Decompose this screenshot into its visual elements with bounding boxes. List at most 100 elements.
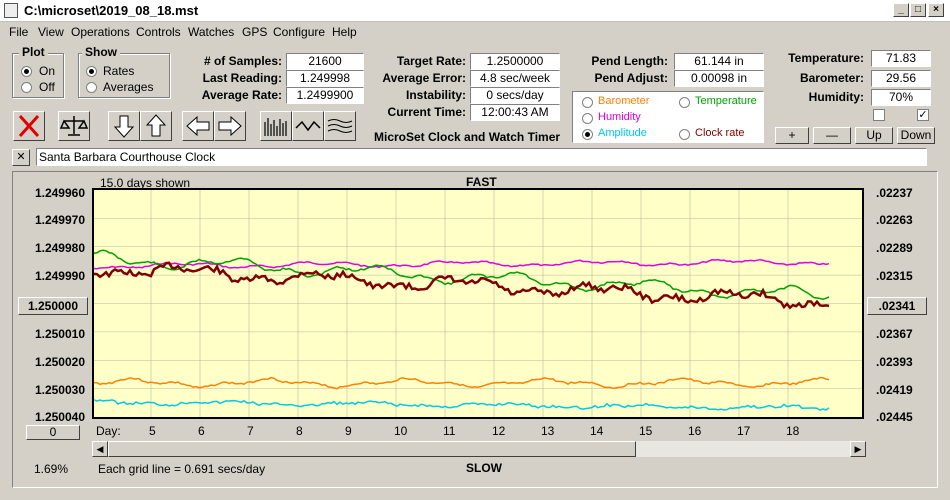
show-rates-label: Rates	[103, 64, 135, 78]
arrow-up-button[interactable]	[140, 111, 172, 141]
humidity-legend-label: Humidity	[598, 111, 641, 123]
menu-watches[interactable]: Watches	[188, 25, 235, 39]
show-rates-radio[interactable]	[86, 66, 97, 77]
average-error-field: 4.8 sec/week	[470, 70, 560, 87]
day-tick-label: 12	[492, 424, 506, 438]
y-right-label: .02367	[876, 327, 913, 341]
last-reading-field: 1.249998	[286, 70, 364, 87]
show-group	[78, 53, 170, 98]
bars-view-button[interactable]	[260, 111, 292, 141]
day-tick-label: 6	[198, 424, 205, 438]
humidity-label: Humidity:	[808, 90, 864, 104]
clear-description-button[interactable]: ✕	[12, 149, 30, 166]
temperature-radio[interactable]	[679, 97, 690, 108]
minus-button[interactable]: —	[813, 127, 851, 144]
clock-description-input[interactable]	[36, 148, 927, 166]
day-tick-label: 5	[149, 424, 156, 438]
instability-label: Instability:	[405, 88, 466, 102]
pend-adjust-label: Pend Adjust:	[594, 71, 668, 85]
plot-off-radio[interactable]	[21, 82, 32, 93]
scroll-thumb[interactable]	[108, 441, 636, 457]
plus-button[interactable]: +	[775, 127, 809, 144]
show-averages-radio[interactable]	[86, 82, 97, 93]
menu-configure[interactable]: Configure	[273, 25, 326, 39]
close-button[interactable]: ×	[928, 3, 944, 17]
right-checkbox[interactable]: ✓	[917, 109, 929, 121]
scroll-right-icon[interactable]: ▶	[850, 441, 866, 457]
clock-rate-legend-label: Clock rate	[695, 127, 745, 139]
wave-view-button[interactable]	[292, 111, 324, 141]
clock-rate-radio[interactable]	[679, 129, 690, 140]
menu-view[interactable]: View	[38, 25, 64, 39]
down-button[interactable]: Down	[897, 127, 935, 144]
bar-chart-icon	[264, 118, 287, 136]
samples-field: 21600	[286, 53, 364, 70]
app-icon[interactable]	[4, 3, 18, 18]
maximize-button[interactable]: □	[910, 3, 926, 17]
day-tick-label: 17	[737, 424, 751, 438]
time-scrollbar[interactable]: ◀ ▶	[92, 441, 866, 457]
y-right-label: .02315	[876, 269, 913, 283]
red-x-icon	[18, 114, 40, 138]
left-checkbox[interactable]	[873, 109, 885, 121]
arrow-down-button[interactable]	[108, 111, 140, 141]
arrow-left-button[interactable]	[182, 111, 214, 141]
plot-on-label: On	[39, 64, 56, 78]
center-rate-button[interactable]: 1.250000	[18, 297, 88, 315]
y-right-label: .02419	[876, 383, 913, 397]
temperature-field: 71.83	[871, 50, 931, 67]
graph-panel	[12, 171, 938, 488]
day-tick-label: 11	[443, 424, 456, 438]
pend-length-field: 61.144 in	[674, 53, 764, 70]
menu-controls[interactable]: Controls	[136, 25, 181, 39]
plot-group-title: Plot	[19, 45, 48, 59]
scroll-left-icon[interactable]: ◀	[92, 441, 108, 457]
temperature-label: Temperature:	[788, 51, 864, 65]
center-amplitude-button[interactable]: .02341	[867, 297, 927, 315]
window-title: C:\microset\2019_08_18.mst	[24, 3, 199, 18]
barometer-field: 29.56	[871, 70, 931, 87]
title-bar: C:\microset\2019_08_18.mst _ □ ×	[0, 0, 950, 22]
average-rate-field: 1.2499900	[286, 87, 364, 104]
menu-help[interactable]: Help	[332, 25, 357, 39]
up-button[interactable]: Up	[855, 127, 893, 144]
average-rate-label: Average Rate:	[201, 88, 282, 102]
average-error-label: Average Error:	[382, 71, 466, 85]
arrow-up-icon	[145, 114, 167, 137]
menu-file[interactable]: File	[9, 25, 29, 39]
y-left-label: 1.250010	[34, 327, 85, 341]
balance-button[interactable]	[58, 111, 90, 141]
amplitude-radio[interactable]	[582, 129, 593, 140]
instability-field: 0 secs/day	[470, 87, 560, 104]
multi-wave-view-button[interactable]	[324, 111, 356, 141]
menu-bar: File View Operations Controls Watches GP…	[0, 22, 950, 42]
arrow-right-button[interactable]	[214, 111, 246, 141]
y-right-label: .02445	[876, 410, 913, 424]
y-left-label: 1.249990	[34, 269, 85, 283]
plot-on-radio[interactable]	[21, 66, 32, 77]
app-subtitle: MicroSet Clock and Watch Timer	[374, 130, 561, 144]
days-shown-label: 15.0 days shown	[100, 176, 191, 190]
barometer-legend-label: Barometer	[598, 95, 650, 107]
menu-operations[interactable]: Operations	[71, 25, 130, 39]
scale-icon	[59, 116, 89, 136]
menu-gps[interactable]: GPS	[242, 25, 268, 39]
current-time-field: 12:00:43 AM	[470, 104, 560, 121]
y-right-label: .02263	[876, 213, 913, 227]
clear-button[interactable]	[13, 111, 45, 141]
minimize-button[interactable]: _	[893, 3, 909, 17]
barometer-radio[interactable]	[582, 97, 593, 108]
show-group-title: Show	[82, 45, 120, 59]
current-time-label: Current Time:	[387, 105, 466, 119]
amplitude-legend-label: Amplitude	[598, 127, 647, 139]
zero-button[interactable]: 0	[26, 425, 80, 440]
pend-length-label: Pend Length:	[591, 54, 668, 68]
fast-label: FAST	[466, 175, 497, 189]
legend-box	[572, 91, 764, 143]
plot-off-label: Off	[39, 80, 55, 94]
chart-svg	[94, 190, 862, 417]
humidity-radio[interactable]	[582, 113, 593, 124]
slow-label: SLOW	[466, 461, 502, 475]
arrow-left-icon	[186, 115, 210, 137]
day-tick-label: 13	[541, 424, 555, 438]
